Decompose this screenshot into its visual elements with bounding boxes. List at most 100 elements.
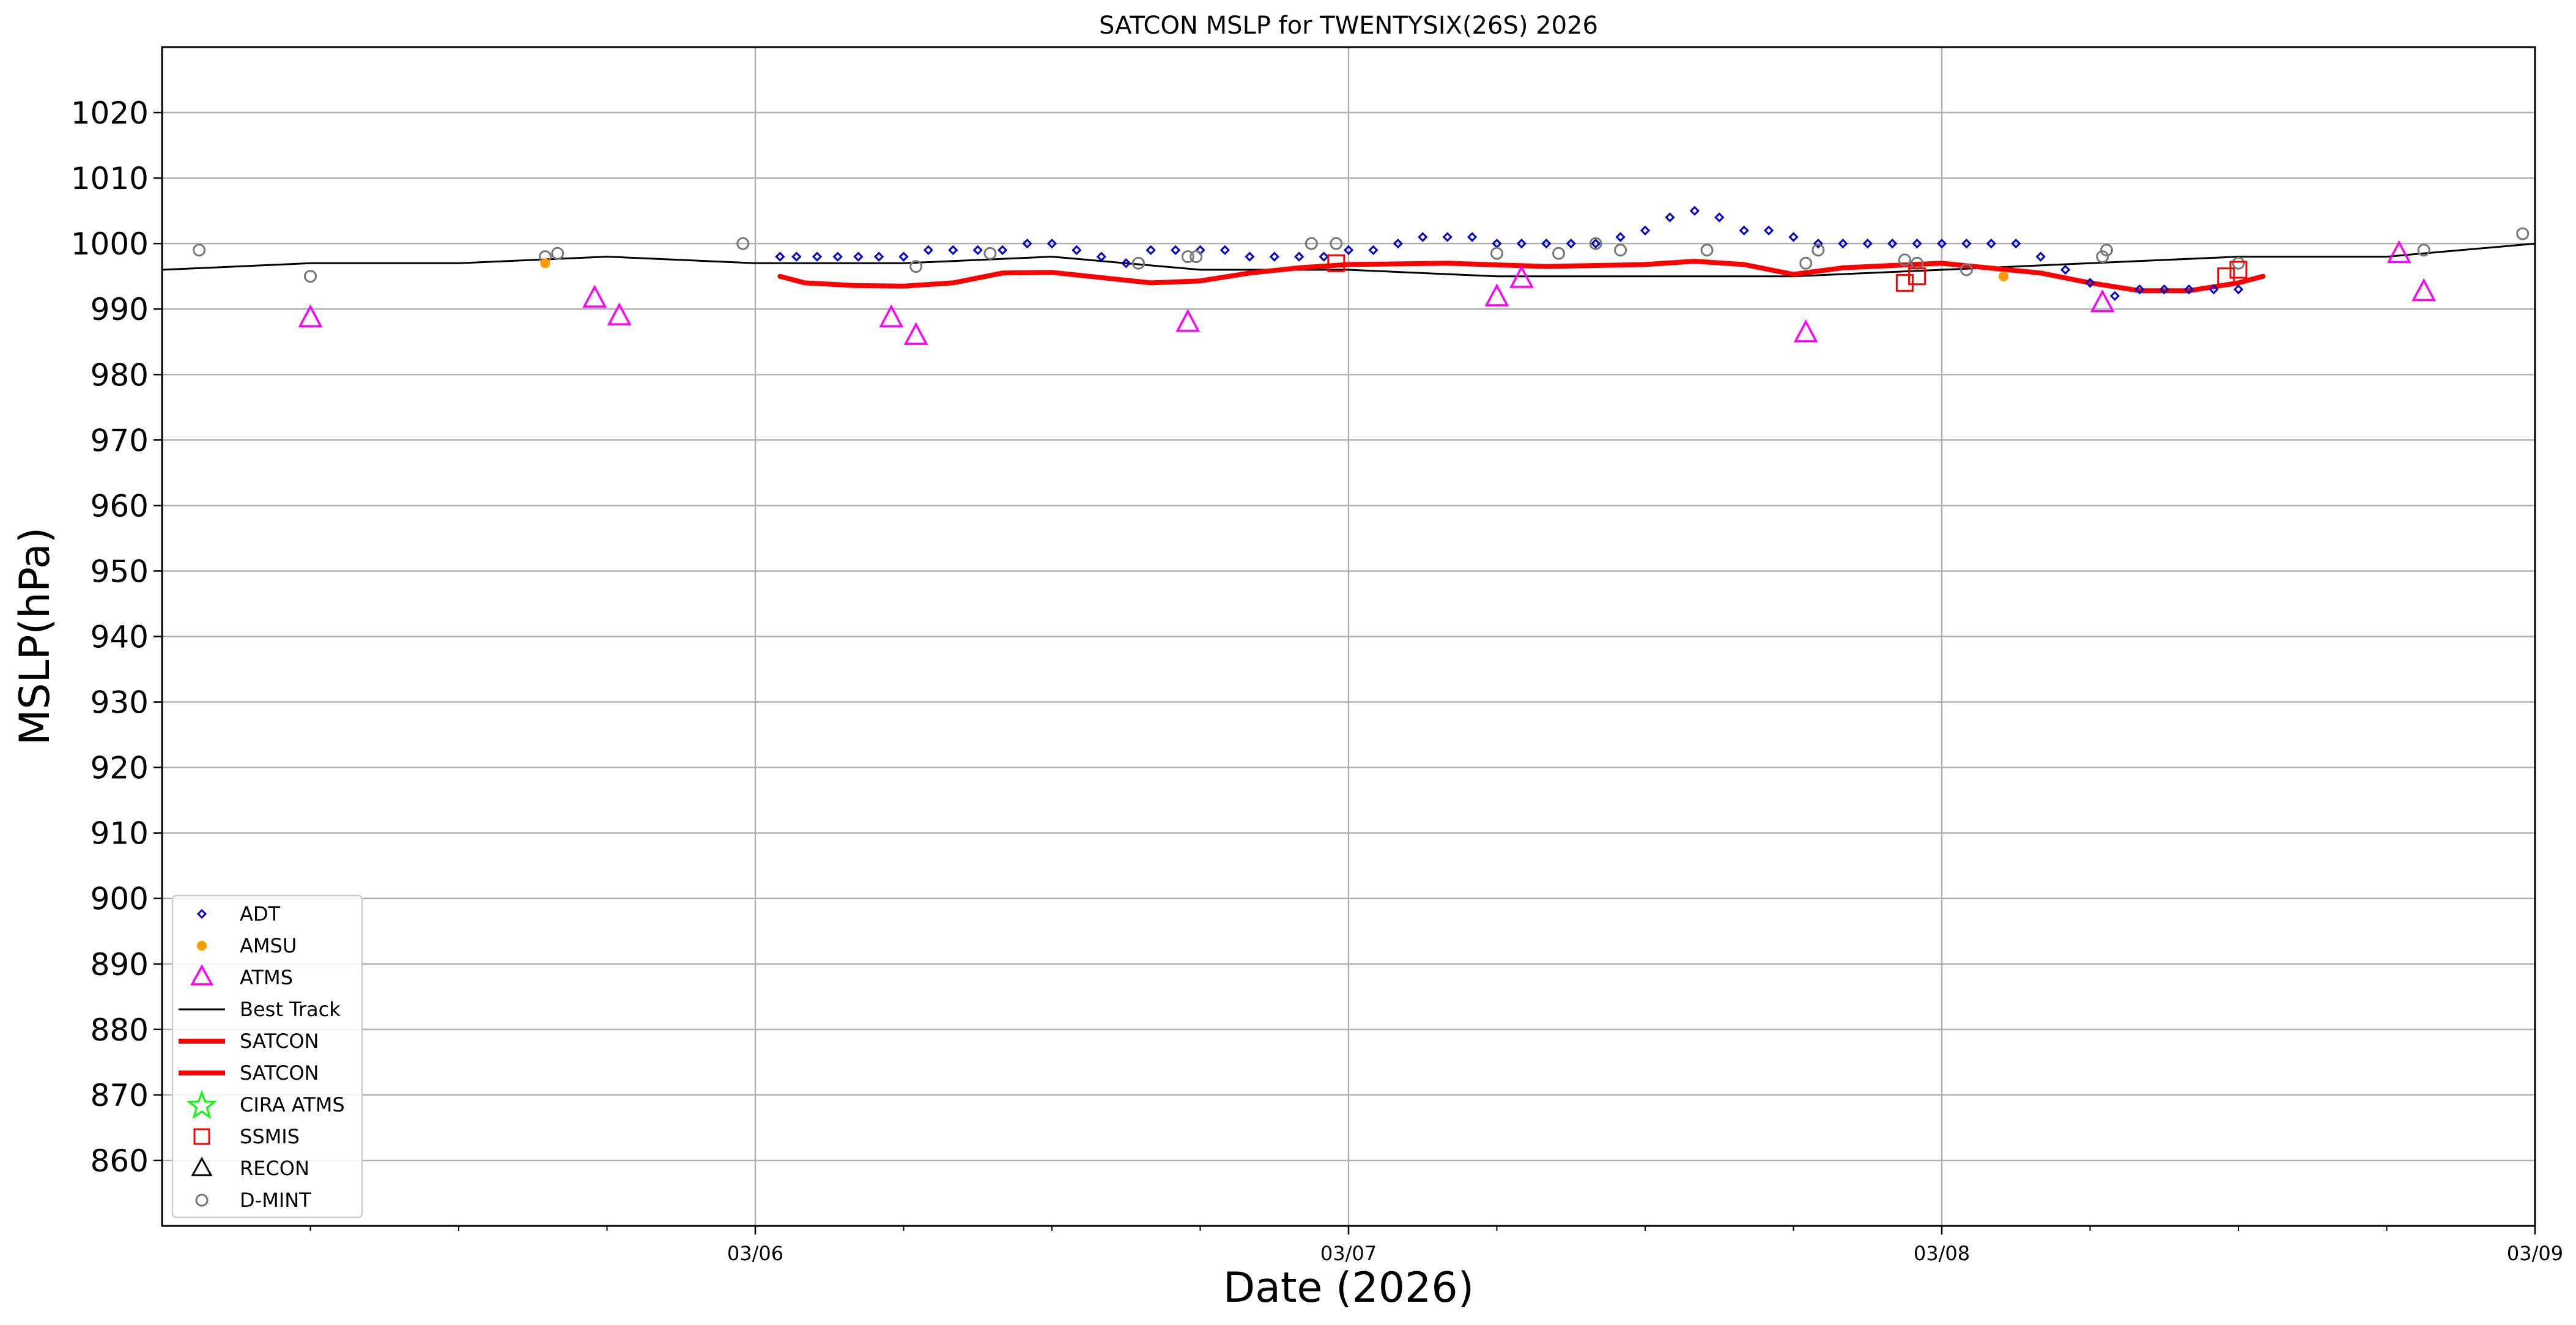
atms-point xyxy=(2090,289,2115,313)
adt-point xyxy=(1368,245,1379,255)
dmint-point xyxy=(1305,237,1318,250)
adt-point xyxy=(1294,251,1305,262)
dmint-point xyxy=(304,270,317,283)
amsu-point xyxy=(1999,271,2009,281)
adt-point xyxy=(1541,239,1552,249)
adt-point xyxy=(1393,239,1403,249)
legend-marker-atms xyxy=(190,964,213,985)
y-tick-label: 880 xyxy=(91,1012,149,1048)
legend-label: ADT xyxy=(240,902,281,926)
adt-point xyxy=(1343,245,1354,255)
y-tick-label: 890 xyxy=(91,947,149,982)
legend-entry-adt: ADT xyxy=(196,902,281,926)
adt-point xyxy=(1467,232,1478,242)
atms-point xyxy=(903,322,928,345)
legend-label: Best Track xyxy=(240,998,341,1021)
adt-point xyxy=(1665,212,1675,223)
legend-entry-recon: RECON xyxy=(191,1156,309,1180)
dmint-point xyxy=(2096,250,2109,264)
legend-label: SATCON xyxy=(240,1030,319,1053)
legend-entry-cira-atms: CIRA ATMS xyxy=(186,1089,345,1119)
atms-point xyxy=(607,302,632,325)
dmint-point xyxy=(2100,243,2113,257)
dmint-point xyxy=(1190,250,1203,264)
adt-point xyxy=(1319,251,1329,262)
y-tick-label: 910 xyxy=(91,816,149,852)
adt-point xyxy=(1591,239,1601,249)
y-tick-label: 1000 xyxy=(71,226,149,262)
adt-point xyxy=(1220,245,1231,255)
legend-label: SSMIS xyxy=(240,1125,300,1148)
ssmis-point xyxy=(1895,273,1914,292)
dmint-point xyxy=(2232,256,2245,270)
adt-point xyxy=(1763,225,1774,236)
adt-point xyxy=(2233,284,2244,295)
y-tick-label: 960 xyxy=(91,488,149,524)
legend-entry-amsu: AMSU xyxy=(197,934,297,957)
adt-point xyxy=(1887,239,1898,249)
atms-point xyxy=(1175,309,1201,332)
adt-point xyxy=(1418,232,1428,242)
legend-entry-atms: ATMS xyxy=(190,964,293,989)
legend-label: ATMS xyxy=(240,966,293,989)
dmint-point xyxy=(193,243,206,257)
adt-point xyxy=(898,251,909,262)
legend-marker-cira-atms xyxy=(186,1089,218,1119)
dmint-point xyxy=(1700,243,1714,257)
y-tick-label: 970 xyxy=(91,423,149,458)
legend-label: D-MINT xyxy=(240,1189,311,1212)
y-tick-label: 870 xyxy=(91,1078,149,1113)
dmint-point xyxy=(736,237,750,250)
adt-point xyxy=(1838,239,1848,249)
x-axis-label: Date (2026) xyxy=(1223,1264,1474,1312)
legend-marker-adt xyxy=(196,908,207,919)
ssmis-point xyxy=(2217,267,2235,286)
adt-point xyxy=(972,245,983,255)
series-layer xyxy=(161,206,2536,345)
adt-point xyxy=(1714,212,1725,223)
y-tick-label: 1020 xyxy=(71,95,149,131)
legend-entry-best-track: Best Track xyxy=(179,998,341,1021)
adt-point xyxy=(2011,239,2021,249)
dmint-point xyxy=(551,247,564,260)
adt-point xyxy=(1170,245,1181,255)
adt-point xyxy=(948,245,958,255)
adt-point xyxy=(1022,239,1032,249)
dmint-point xyxy=(1330,237,1343,250)
dmint-point xyxy=(1131,256,1145,270)
legend-label: RECON xyxy=(240,1157,309,1180)
x-tick-label: 03/08 xyxy=(1914,1242,1970,1265)
atms-point xyxy=(2386,240,2411,264)
atms-point xyxy=(582,284,607,308)
dmint-point xyxy=(1898,253,1911,267)
ssmis-point xyxy=(1908,267,1926,286)
dmint-point xyxy=(909,260,923,273)
grid-lines xyxy=(162,47,2536,1226)
dmint-point xyxy=(1960,263,1973,277)
satcon-line xyxy=(777,259,2266,294)
y-tick-label: 980 xyxy=(91,357,149,393)
adt-point xyxy=(1442,232,1453,242)
y-tick-label: 950 xyxy=(91,554,149,589)
dmint-point xyxy=(2417,243,2430,257)
ssmis-point xyxy=(2229,261,2248,279)
x-tick-label: 03/09 xyxy=(2507,1242,2563,1265)
legend-label: AMSU xyxy=(240,934,297,957)
legend-marker-dmint xyxy=(195,1193,209,1207)
legend-marker-recon xyxy=(191,1156,213,1176)
adt-point xyxy=(1615,232,1626,242)
atms-point xyxy=(298,304,323,328)
legend-label: CIRA ATMS xyxy=(240,1093,345,1116)
atms-point xyxy=(879,304,904,328)
dmint-point xyxy=(1552,247,1566,260)
adt-point xyxy=(1961,239,1972,249)
dmint-point xyxy=(1812,243,1825,257)
adt-point xyxy=(2085,278,2095,288)
y-tick-label: 1010 xyxy=(71,161,149,196)
legend-entry-satcon-2: SATCON xyxy=(179,1061,319,1085)
legend-marker-amsu xyxy=(197,941,207,951)
y-tick-label: 900 xyxy=(91,881,149,917)
legend-label: SATCON xyxy=(240,1061,319,1085)
